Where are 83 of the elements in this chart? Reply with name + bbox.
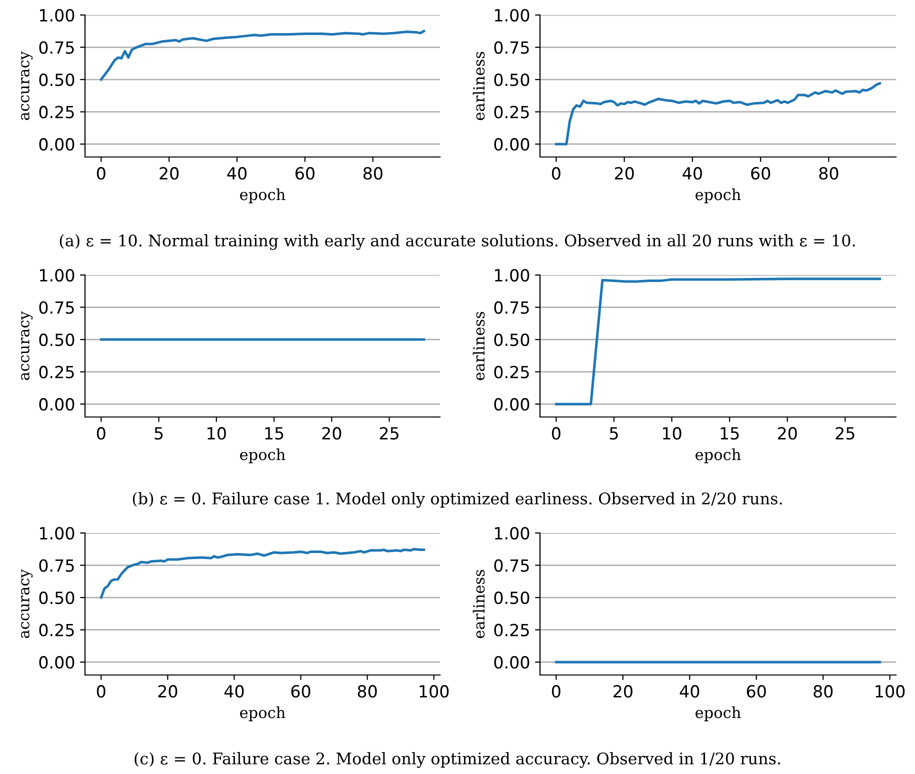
y-axis-title: earliness bbox=[472, 570, 485, 638]
x-tick-label: 60 bbox=[296, 167, 314, 180]
y-tick-label: 1.00 bbox=[40, 8, 74, 22]
y-tick-label: 0.75 bbox=[494, 41, 529, 54]
x-tick-label: 80 bbox=[814, 685, 833, 698]
x-tick-label: 20 bbox=[614, 167, 634, 180]
y-tick-label: 0.50 bbox=[39, 592, 74, 604]
x-tick-label: 20 bbox=[778, 427, 797, 440]
x-tick-label: 10 bbox=[662, 427, 682, 440]
y-tick-label: 0.00 bbox=[39, 138, 74, 151]
x-tick-label: 0 bbox=[96, 685, 106, 698]
x-tick-label: 80 bbox=[358, 685, 377, 698]
y-tick-label: 1.00 bbox=[495, 526, 530, 540]
y-axis-title: earliness bbox=[472, 312, 485, 380]
x-axis-title: epoch bbox=[696, 188, 741, 204]
x-tick-label: 20 bbox=[614, 685, 632, 698]
x-tick-label: 80 bbox=[363, 167, 382, 180]
x-tick-label: 60 bbox=[291, 685, 310, 698]
x-tick-label: 60 bbox=[746, 685, 766, 698]
line-series bbox=[100, 548, 426, 599]
y-tick-label: 0.50 bbox=[39, 334, 74, 346]
y-tick-label: 0.50 bbox=[39, 74, 74, 86]
x-axis-title: epoch bbox=[240, 706, 286, 722]
y-axis-title: accuracy bbox=[21, 569, 33, 638]
x-tick-label: 5 bbox=[154, 427, 163, 440]
x-tick-label: 5 bbox=[610, 427, 618, 440]
y-tick-label: 0.25 bbox=[39, 366, 74, 378]
y-axis-title: accuracy bbox=[21, 311, 33, 380]
x-tick-label: 20 bbox=[322, 427, 342, 440]
x-tick-label: 0 bbox=[96, 167, 106, 180]
y-axis-title: earliness bbox=[472, 52, 485, 120]
text: (a) ε = 10. Normal training with early and accurate solutions. Observed in all 20 runs with ε = 10. bbox=[60, 234, 855, 250]
y-tick-label: 0.00 bbox=[494, 398, 530, 411]
y-tick-label: 0.25 bbox=[494, 366, 529, 378]
x-tick-label: 40 bbox=[227, 167, 247, 180]
x-tick-label: 0 bbox=[96, 427, 106, 440]
x-axis-title: epoch bbox=[696, 448, 741, 464]
y-tick-label: 1.00 bbox=[495, 268, 530, 282]
x-tick-label: 40 bbox=[224, 685, 244, 698]
y-tick-label: 0.25 bbox=[494, 624, 529, 636]
y-tick-label: 0.25 bbox=[494, 106, 529, 118]
y-tick-label: 1.00 bbox=[495, 8, 530, 22]
x-tick-label: 40 bbox=[680, 685, 700, 698]
y-tick-label: 0.50 bbox=[494, 334, 530, 346]
y-tick-label: 0.50 bbox=[494, 74, 530, 86]
x-tick-label: 60 bbox=[751, 167, 770, 180]
x-tick-label: 0 bbox=[552, 427, 560, 440]
x-tick-label: 15 bbox=[265, 427, 284, 440]
y-tick-label: 1.00 bbox=[40, 268, 74, 282]
text: (b) ε = 0. Failure case 1. Model only optimized earliness. Observed in 2/20 runs. bbox=[132, 492, 782, 508]
x-tick-label: 20 bbox=[158, 685, 178, 698]
x-tick-label: 100 bbox=[876, 685, 905, 698]
y-tick-label: 0.75 bbox=[39, 301, 74, 314]
y-tick-label: 0.75 bbox=[39, 559, 74, 572]
y-tick-label: 0.00 bbox=[494, 138, 530, 151]
x-tick-label: 100 bbox=[420, 685, 449, 698]
x-tick-label: 80 bbox=[819, 167, 838, 180]
x-tick-label: 40 bbox=[682, 167, 702, 180]
x-axis-title: epoch bbox=[696, 706, 741, 722]
line-series bbox=[100, 30, 426, 81]
y-tick-label: 0.00 bbox=[494, 656, 530, 669]
y-tick-label: 0.25 bbox=[39, 106, 74, 118]
x-tick-label: 20 bbox=[160, 167, 179, 180]
x-tick-label: 10 bbox=[208, 427, 226, 440]
y-tick-label: 1.00 bbox=[40, 526, 74, 540]
x-axis-title: epoch bbox=[240, 448, 286, 464]
x-tick-label: 0 bbox=[552, 167, 560, 180]
x-tick-label: 15 bbox=[720, 427, 739, 440]
y-tick-label: 0.75 bbox=[494, 559, 529, 572]
y-tick-label: 0.00 bbox=[39, 656, 74, 669]
text: (c) ε = 0. Failure case 2. Model only optimized accuracy. Observed in 1/20 runs. bbox=[134, 752, 780, 768]
x-tick-label: 0 bbox=[552, 685, 560, 698]
y-tick-label: 0.50 bbox=[494, 592, 530, 604]
y-tick-label: 0.25 bbox=[39, 624, 74, 636]
line-series bbox=[554, 278, 882, 406]
y-tick-label: 0.75 bbox=[39, 41, 74, 54]
x-axis-title: epoch bbox=[240, 188, 286, 204]
y-tick-label: 0.75 bbox=[494, 301, 529, 314]
y-axis-title: accuracy bbox=[21, 51, 33, 120]
x-tick-label: 25 bbox=[380, 427, 398, 440]
x-tick-label: 25 bbox=[836, 427, 854, 440]
y-tick-label: 0.00 bbox=[39, 398, 74, 411]
line-series bbox=[554, 82, 882, 146]
